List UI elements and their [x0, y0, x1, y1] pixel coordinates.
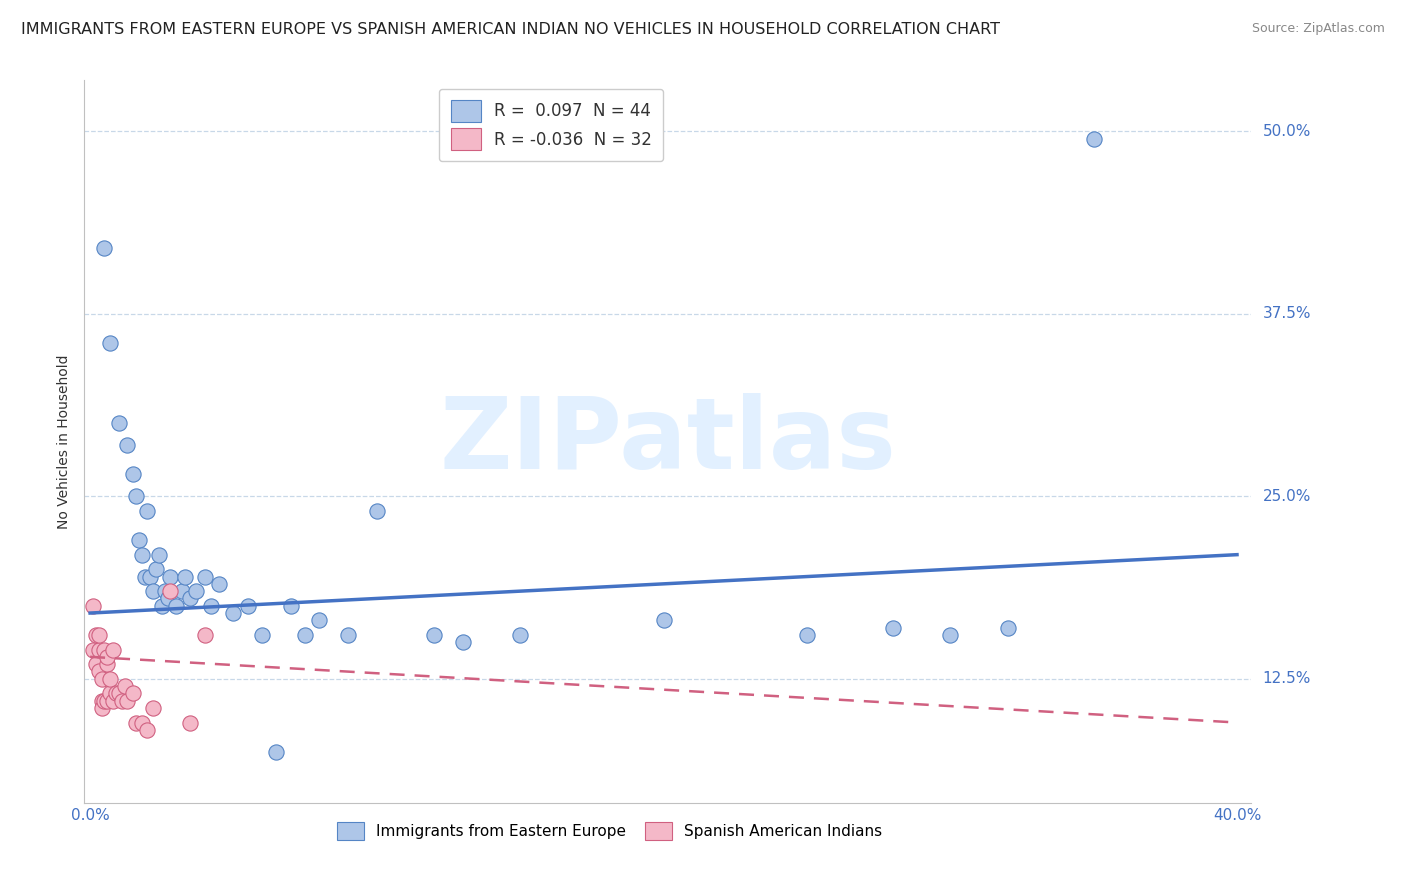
Point — [165, 599, 187, 613]
Point — [125, 715, 148, 730]
Point — [150, 599, 173, 613]
Point — [131, 715, 153, 730]
Point — [136, 723, 159, 737]
Point — [280, 599, 302, 613]
Point — [179, 715, 201, 730]
Point — [90, 701, 112, 715]
Point — [87, 642, 110, 657]
Point — [139, 569, 162, 583]
Point — [82, 599, 104, 613]
Point — [250, 628, 273, 642]
Text: Source: ZipAtlas.com: Source: ZipAtlas.com — [1251, 22, 1385, 36]
Point — [156, 591, 179, 606]
Point — [366, 504, 388, 518]
Point — [159, 584, 181, 599]
Legend: Immigrants from Eastern Europe, Spanish American Indians: Immigrants from Eastern Europe, Spanish … — [330, 816, 889, 846]
Point — [93, 693, 115, 707]
Point — [98, 336, 121, 351]
Text: 25.0%: 25.0% — [1263, 489, 1310, 504]
Point — [96, 693, 118, 707]
Point — [101, 642, 124, 657]
Point — [173, 569, 195, 583]
Point — [93, 642, 115, 657]
Point — [90, 693, 112, 707]
Point — [114, 679, 136, 693]
Point — [145, 562, 167, 576]
Point — [179, 591, 201, 606]
Text: 12.5%: 12.5% — [1263, 672, 1310, 686]
Point — [111, 693, 134, 707]
Point — [98, 672, 121, 686]
Point — [87, 665, 110, 679]
Point — [939, 628, 962, 642]
Point — [117, 693, 139, 707]
Point — [294, 628, 316, 642]
Point — [194, 569, 217, 583]
Point — [122, 686, 145, 700]
Point — [96, 649, 118, 664]
Point — [87, 628, 110, 642]
Point — [90, 672, 112, 686]
Point — [509, 628, 531, 642]
Point — [451, 635, 474, 649]
Point — [101, 693, 124, 707]
Point — [186, 584, 208, 599]
Point — [117, 438, 139, 452]
Point — [82, 642, 104, 657]
Point — [142, 701, 165, 715]
Point — [1083, 131, 1105, 145]
Point — [107, 686, 129, 700]
Point — [142, 584, 165, 599]
Point — [337, 628, 360, 642]
Point — [170, 584, 193, 599]
Point — [222, 606, 245, 620]
Point — [98, 686, 121, 700]
Text: 50.0%: 50.0% — [1263, 124, 1310, 139]
Text: ZIPatlas: ZIPatlas — [440, 393, 896, 490]
Point — [159, 569, 181, 583]
Point — [208, 577, 231, 591]
Point — [652, 613, 675, 627]
Point — [131, 548, 153, 562]
Point — [882, 621, 904, 635]
Text: 37.5%: 37.5% — [1263, 306, 1310, 321]
Point — [104, 686, 127, 700]
Point — [423, 628, 446, 642]
Point — [266, 745, 288, 759]
Text: IMMIGRANTS FROM EASTERN EUROPE VS SPANISH AMERICAN INDIAN NO VEHICLES IN HOUSEHO: IMMIGRANTS FROM EASTERN EUROPE VS SPANIS… — [21, 22, 1000, 37]
Point — [194, 628, 217, 642]
Point — [236, 599, 259, 613]
Y-axis label: No Vehicles in Household: No Vehicles in Household — [58, 354, 72, 529]
Point — [796, 628, 818, 642]
Point — [200, 599, 222, 613]
Point — [136, 504, 159, 518]
Point — [84, 657, 107, 672]
Point — [128, 533, 150, 547]
Point — [107, 417, 129, 431]
Point — [134, 569, 156, 583]
Point — [125, 489, 148, 503]
Point — [122, 467, 145, 482]
Point — [84, 628, 107, 642]
Point — [997, 621, 1019, 635]
Point — [93, 241, 115, 255]
Point — [148, 548, 170, 562]
Point — [96, 657, 118, 672]
Point — [153, 584, 176, 599]
Point — [308, 613, 330, 627]
